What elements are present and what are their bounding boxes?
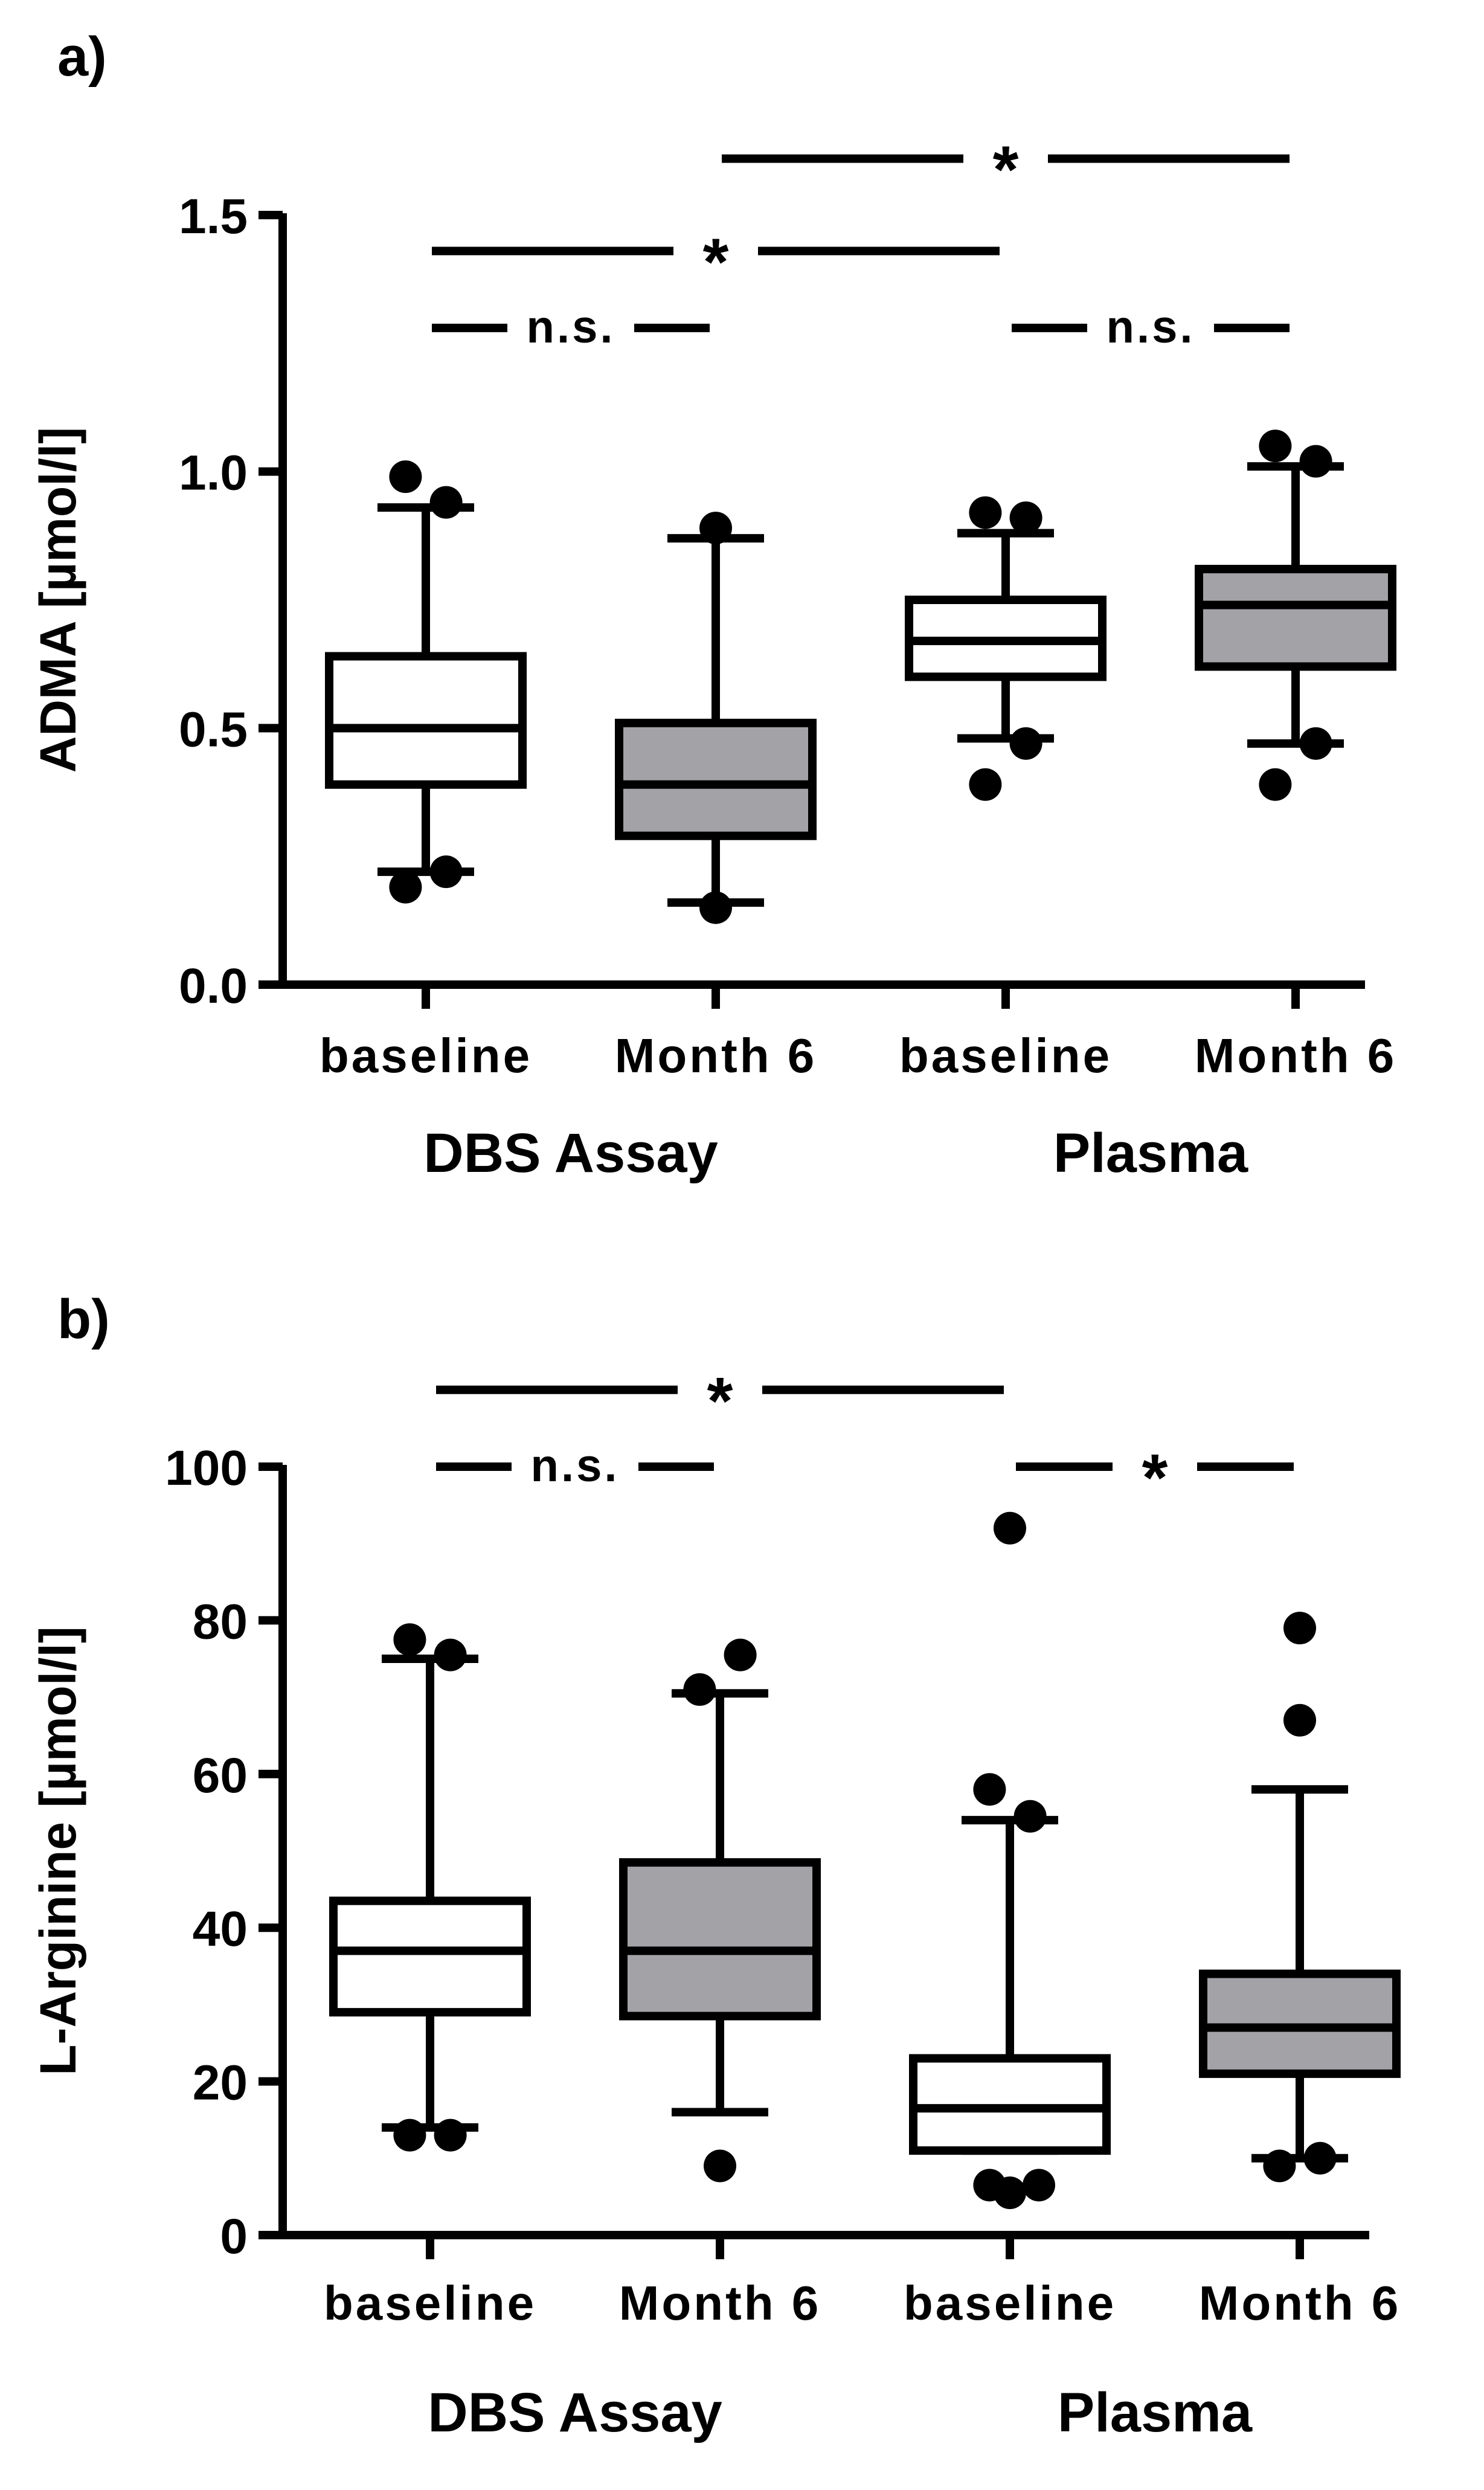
significance-label: n.s. bbox=[1107, 301, 1195, 353]
box-plot-1 bbox=[325, 460, 527, 904]
box-iqr bbox=[615, 718, 817, 840]
outlier-point bbox=[393, 2118, 426, 2152]
outlier-point bbox=[389, 460, 422, 494]
box-iqr bbox=[619, 1858, 821, 2021]
outlier-point bbox=[969, 768, 1002, 801]
outlier-point bbox=[699, 512, 732, 545]
outlier-point bbox=[969, 496, 1002, 529]
y-tick-label: 1.0 bbox=[179, 446, 248, 501]
significance-label: n.s. bbox=[527, 301, 615, 353]
significance-bar: * bbox=[1016, 1441, 1294, 1515]
outlier-point bbox=[1009, 501, 1042, 535]
y-axis-label: ADMA [µmol/l] bbox=[30, 427, 86, 773]
box-plot-3 bbox=[909, 1511, 1111, 2210]
y-tick-label: 0.0 bbox=[179, 959, 248, 1014]
outlier-point bbox=[1263, 2149, 1296, 2183]
outlier-point bbox=[389, 870, 422, 904]
significance-bar: n.s. bbox=[432, 301, 710, 353]
significance-bar: n.s. bbox=[436, 1440, 714, 1491]
outlier-point bbox=[1299, 445, 1332, 478]
group-label: Plasma bbox=[1058, 2382, 1253, 2443]
group-label: DBS Assay bbox=[428, 2382, 722, 2443]
box-iqr bbox=[329, 1896, 531, 2017]
outlier-point bbox=[1259, 429, 1292, 463]
y-tick-label: 80 bbox=[193, 1594, 248, 1649]
y-tick-label: 1.5 bbox=[179, 189, 248, 244]
outlier-point bbox=[1023, 2169, 1055, 2202]
outlier-point bbox=[1283, 1612, 1316, 1645]
box-plot-3 bbox=[905, 496, 1107, 801]
group-label: Plasma bbox=[1053, 1122, 1248, 1184]
outlier-point bbox=[683, 1673, 716, 1706]
outlier-point bbox=[393, 1623, 426, 1656]
x-tick-label: Month 6 bbox=[619, 2276, 821, 2330]
outlier-point bbox=[429, 855, 463, 889]
significance-bar: n.s. bbox=[1012, 301, 1290, 353]
group-label: DBS Assay bbox=[423, 1122, 718, 1184]
significance-bar: * bbox=[722, 133, 1290, 207]
box-plot-2 bbox=[615, 512, 817, 924]
panel-label: b) bbox=[57, 1288, 110, 1350]
significance-label: * bbox=[993, 133, 1019, 207]
significance-label: n.s. bbox=[531, 1440, 620, 1491]
panel-label: a) bbox=[57, 26, 107, 88]
outlier-point bbox=[1283, 1703, 1316, 1737]
significance-label: * bbox=[707, 1364, 733, 1438]
outlier-point bbox=[434, 1638, 467, 1671]
outlier-point bbox=[724, 1638, 757, 1671]
y-tick-label: 20 bbox=[193, 2056, 248, 2111]
outlier-point bbox=[994, 1511, 1026, 1545]
outlier-point bbox=[704, 2149, 736, 2183]
significance-bar: * bbox=[436, 1364, 1004, 1438]
chart-panel-b: b) 0 20 40 60 80 100 L-Arginine [µmol/l] baselin… bbox=[30, 1288, 1401, 2443]
significance-label: * bbox=[703, 225, 729, 299]
x-tick-label: Month 6 bbox=[1199, 2276, 1401, 2330]
x-tick-label: baseline bbox=[320, 1029, 532, 1083]
box-plot-4 bbox=[1195, 429, 1396, 801]
box-plot-4 bbox=[1199, 1612, 1401, 2183]
box-plot-1 bbox=[329, 1623, 531, 2152]
significance-bar: * bbox=[432, 225, 1000, 299]
outlier-point bbox=[434, 2118, 467, 2152]
outlier-point bbox=[1009, 727, 1042, 760]
outlier-point bbox=[994, 2176, 1026, 2210]
y-tick-label: 60 bbox=[193, 1748, 248, 1803]
x-tick-label: Month 6 bbox=[1195, 1029, 1397, 1083]
outlier-point bbox=[429, 486, 463, 519]
y-tick-label: 100 bbox=[165, 1441, 248, 1496]
outlier-point bbox=[1259, 768, 1292, 801]
outlier-point bbox=[1013, 1800, 1047, 1833]
box-iqr bbox=[1195, 565, 1396, 671]
y-tick-label: 0 bbox=[220, 2209, 248, 2264]
outlier-point bbox=[1303, 2141, 1337, 2175]
y-tick-label: 40 bbox=[193, 1902, 248, 1957]
x-tick-label: Month 6 bbox=[615, 1029, 817, 1083]
outlier-point bbox=[973, 1773, 1006, 1806]
x-tick-label: baseline bbox=[899, 1029, 1112, 1083]
significance-label: * bbox=[1142, 1441, 1168, 1515]
outlier-point bbox=[1299, 727, 1332, 760]
outlier-point bbox=[699, 891, 732, 924]
box-iqr bbox=[325, 652, 527, 789]
y-tick-label: 0.5 bbox=[179, 702, 248, 757]
x-tick-label: baseline bbox=[904, 2276, 1116, 2330]
chart-panel-a: a) 0.0 0.5 1.0 1.5 ADMA [µmol/l] baseline Month… bbox=[30, 26, 1396, 1184]
box-plot-2 bbox=[619, 1638, 821, 2183]
y-axis-label: L-Arginine [µmol/l] bbox=[30, 1626, 86, 2076]
x-tick-label: baseline bbox=[324, 2276, 536, 2330]
